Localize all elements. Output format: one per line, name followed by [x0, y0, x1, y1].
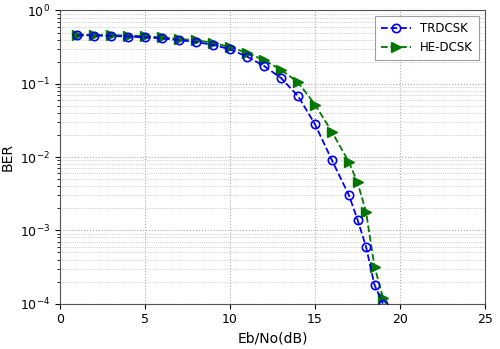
HE-DCSK — [312, 103, 318, 107]
TRDCSK — [210, 43, 216, 47]
TRDCSK — [125, 35, 131, 39]
TRDCSK — [108, 34, 114, 38]
Y-axis label: BER: BER — [0, 143, 14, 171]
HE-DCSK — [363, 209, 369, 214]
HE-DCSK — [193, 38, 199, 43]
TRDCSK — [244, 54, 250, 59]
TRDCSK — [329, 158, 335, 163]
TRDCSK — [354, 217, 360, 222]
HE-DCSK — [210, 40, 216, 45]
X-axis label: Eb/No(dB): Eb/No(dB) — [238, 332, 308, 346]
HE-DCSK — [346, 160, 352, 164]
HE-DCSK — [244, 51, 250, 55]
TRDCSK — [142, 35, 148, 39]
HE-DCSK — [227, 45, 233, 49]
HE-DCSK — [372, 265, 378, 269]
HE-DCSK — [329, 130, 335, 134]
HE-DCSK — [380, 296, 386, 300]
Legend: TRDCSK, HE-DCSK: TRDCSK, HE-DCSK — [376, 16, 479, 60]
TRDCSK — [278, 76, 284, 80]
TRDCSK — [193, 40, 199, 44]
TRDCSK — [295, 94, 301, 98]
TRDCSK — [159, 36, 165, 40]
HE-DCSK — [108, 33, 114, 37]
TRDCSK — [74, 33, 80, 37]
Line: TRDCSK: TRDCSK — [73, 31, 387, 308]
HE-DCSK — [295, 80, 301, 84]
HE-DCSK — [354, 180, 360, 185]
HE-DCSK — [74, 32, 80, 37]
HE-DCSK — [176, 37, 182, 41]
TRDCSK — [346, 193, 352, 198]
HE-DCSK — [278, 68, 284, 72]
HE-DCSK — [125, 34, 131, 38]
HE-DCSK — [388, 313, 394, 317]
HE-DCSK — [142, 34, 148, 38]
HE-DCSK — [91, 33, 97, 37]
TRDCSK — [312, 122, 318, 126]
TRDCSK — [363, 245, 369, 249]
TRDCSK — [372, 283, 378, 287]
TRDCSK — [261, 64, 267, 68]
TRDCSK — [91, 34, 97, 38]
TRDCSK — [227, 47, 233, 51]
TRDCSK — [176, 38, 182, 42]
Line: HE-DCSK: HE-DCSK — [72, 30, 396, 320]
HE-DCSK — [159, 35, 165, 39]
TRDCSK — [380, 302, 386, 306]
HE-DCSK — [261, 58, 267, 62]
